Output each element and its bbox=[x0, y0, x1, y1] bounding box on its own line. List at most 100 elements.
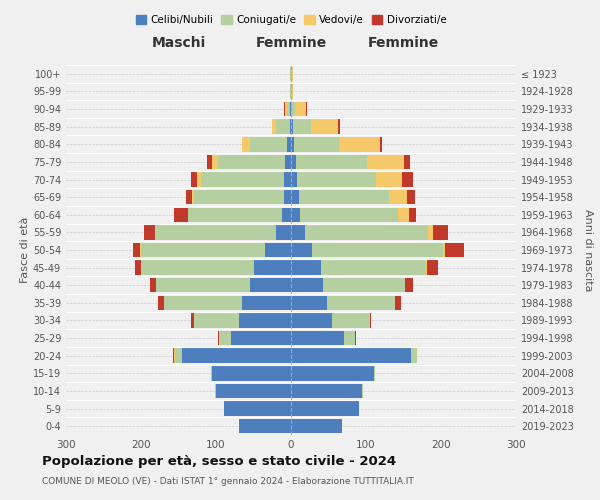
Bar bbox=[276, 225, 291, 240]
Bar bbox=[290, 120, 291, 134]
Bar bbox=[428, 225, 433, 240]
Bar bbox=[156, 278, 250, 292]
Bar bbox=[327, 296, 395, 310]
Bar bbox=[405, 278, 413, 292]
Bar bbox=[294, 137, 339, 152]
Bar bbox=[339, 137, 380, 152]
Bar bbox=[291, 278, 323, 292]
Bar bbox=[141, 260, 254, 275]
Bar bbox=[296, 154, 367, 169]
Bar bbox=[291, 314, 332, 328]
Bar bbox=[174, 348, 175, 363]
Bar bbox=[212, 154, 218, 169]
Bar bbox=[155, 225, 156, 240]
Bar bbox=[409, 208, 416, 222]
Bar bbox=[445, 243, 464, 257]
Text: Femmine: Femmine bbox=[256, 36, 326, 50]
Bar bbox=[219, 331, 220, 345]
Bar bbox=[276, 120, 290, 134]
Bar bbox=[187, 208, 188, 222]
Bar bbox=[291, 137, 294, 152]
Bar bbox=[220, 331, 231, 345]
Bar bbox=[135, 260, 141, 275]
Bar bbox=[427, 260, 438, 275]
Bar bbox=[250, 278, 291, 292]
Text: Maschi: Maschi bbox=[151, 36, 206, 50]
Bar bbox=[285, 102, 287, 117]
Bar bbox=[191, 314, 193, 328]
Bar bbox=[433, 225, 448, 240]
Bar bbox=[223, 402, 291, 416]
Bar bbox=[370, 314, 371, 328]
Bar bbox=[284, 172, 291, 186]
Bar bbox=[144, 225, 155, 240]
Bar bbox=[173, 348, 174, 363]
Bar bbox=[299, 190, 389, 204]
Bar bbox=[291, 260, 321, 275]
Bar bbox=[242, 137, 250, 152]
Bar bbox=[373, 366, 375, 380]
Bar bbox=[291, 208, 300, 222]
Bar bbox=[389, 190, 407, 204]
Bar bbox=[398, 208, 409, 222]
Bar bbox=[174, 208, 187, 222]
Bar bbox=[133, 243, 140, 257]
Bar bbox=[291, 384, 362, 398]
Bar bbox=[141, 243, 265, 257]
Bar bbox=[287, 102, 290, 117]
Bar bbox=[150, 278, 156, 292]
Bar bbox=[201, 172, 284, 186]
Bar bbox=[239, 419, 291, 434]
Bar bbox=[291, 102, 295, 117]
Bar bbox=[367, 154, 404, 169]
Bar bbox=[175, 348, 182, 363]
Bar bbox=[218, 154, 285, 169]
Bar bbox=[411, 348, 417, 363]
Bar bbox=[242, 296, 291, 310]
Bar bbox=[265, 243, 291, 257]
Bar bbox=[290, 84, 291, 98]
Bar bbox=[284, 190, 291, 204]
Bar bbox=[157, 296, 163, 310]
Bar bbox=[312, 243, 443, 257]
Bar bbox=[291, 225, 305, 240]
Bar bbox=[140, 243, 141, 257]
Bar bbox=[291, 84, 292, 98]
Bar bbox=[215, 384, 216, 398]
Bar bbox=[211, 366, 212, 380]
Bar bbox=[231, 331, 291, 345]
Bar bbox=[188, 208, 282, 222]
Bar bbox=[287, 137, 291, 152]
Bar bbox=[395, 296, 401, 310]
Bar bbox=[284, 102, 285, 117]
Bar bbox=[186, 190, 192, 204]
Bar bbox=[311, 120, 337, 134]
Bar bbox=[291, 331, 343, 345]
Text: Popolazione per età, sesso e stato civile - 2024: Popolazione per età, sesso e stato civil… bbox=[42, 455, 396, 468]
Bar bbox=[376, 172, 402, 186]
Bar bbox=[291, 348, 411, 363]
Bar bbox=[291, 172, 297, 186]
Bar bbox=[254, 260, 291, 275]
Bar bbox=[250, 137, 287, 152]
Bar bbox=[291, 120, 293, 134]
Bar bbox=[295, 102, 306, 117]
Bar bbox=[197, 172, 201, 186]
Bar bbox=[291, 154, 296, 169]
Bar bbox=[426, 260, 427, 275]
Bar bbox=[193, 314, 239, 328]
Text: Femmine: Femmine bbox=[368, 36, 439, 50]
Bar bbox=[212, 366, 291, 380]
Bar bbox=[272, 120, 276, 134]
Bar bbox=[182, 348, 291, 363]
Bar bbox=[216, 384, 291, 398]
Bar bbox=[218, 331, 219, 345]
Bar bbox=[300, 208, 398, 222]
Bar bbox=[407, 190, 415, 204]
Bar bbox=[343, 331, 355, 345]
Bar bbox=[305, 225, 428, 240]
Bar bbox=[337, 120, 340, 134]
Bar bbox=[282, 208, 291, 222]
Bar bbox=[293, 120, 311, 134]
Bar bbox=[404, 154, 410, 169]
